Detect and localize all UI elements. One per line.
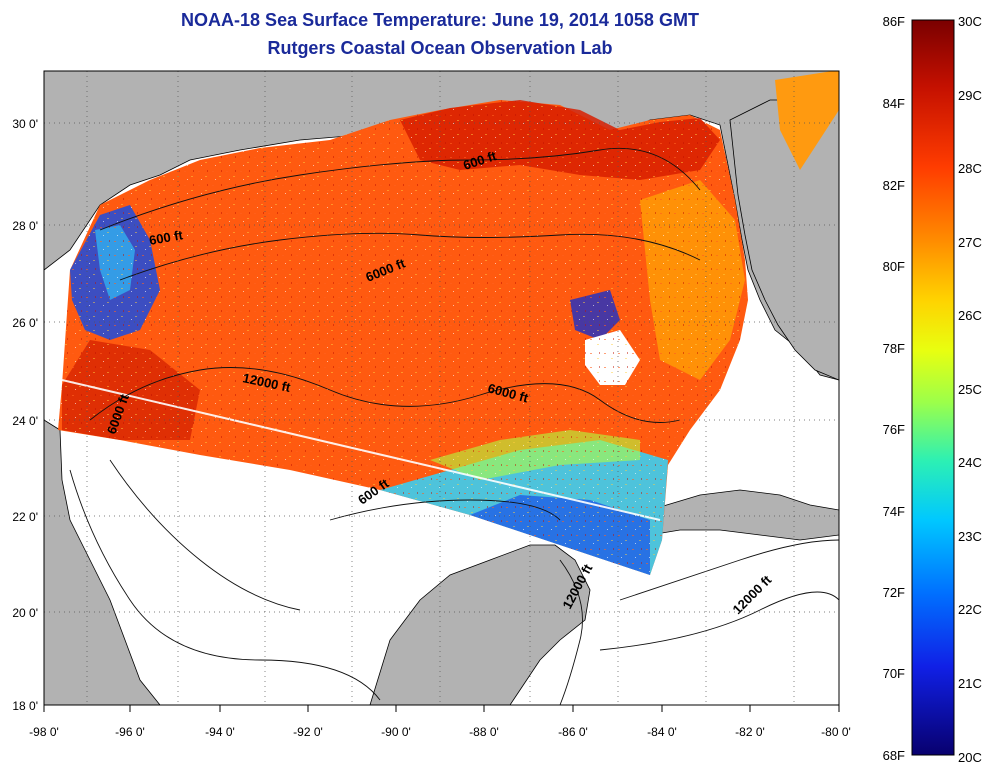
colorbar [911,19,955,756]
colorbar-c-label: 23C [958,529,982,544]
lon-tick-label: -90 0' [381,725,411,739]
colorbar-c-label: 27C [958,235,982,250]
colorbar-c-label: 20C [958,750,982,765]
map-area: 600 ft 600 ft 6000 ft 12000 ft 6000 ft 6… [44,71,839,705]
map-subtitle: Rutgers Coastal Ocean Observation Lab [267,38,613,58]
colorbar-c-label: 22C [958,602,982,617]
lat-tick-label: 28 0' [12,219,38,233]
graticule [44,71,839,705]
lon-tick-label: -86 0' [558,725,588,739]
colorbar-c-label: 24C [958,455,982,470]
lat-tick-label: 22 0' [12,510,38,524]
colorbar-f-label: 74F [883,504,905,519]
colorbar-c-label: 25C [958,382,982,397]
lon-tick-label: -84 0' [647,725,677,739]
sst-swath-corner [775,71,839,170]
colorbar-f-label: 72F [883,585,905,600]
colorbar-c-label: 29C [958,88,982,103]
lat-tick-label: 18 0' [12,699,38,713]
lon-tick-label: -92 0' [293,725,323,739]
lat-tick-label: 20 0' [12,606,38,620]
axis-ticks [43,705,840,712]
colorbar-f-label: 70F [883,666,905,681]
colorbar-f-label: 84F [883,96,905,111]
colorbar-f-label: 80F [883,259,905,274]
colorbar-f-label: 76F [883,422,905,437]
lon-tick-label: -82 0' [735,725,765,739]
colorbar-c-label: 26C [958,308,982,323]
lon-tick-label: -80 0' [821,725,851,739]
lon-tick-label: -94 0' [205,725,235,739]
colorbar-c-label: 21C [958,676,982,691]
map-frame [43,70,840,706]
colorbar-f-label: 68F [883,748,905,763]
colorbar-f-label: 82F [883,178,905,193]
mexico-land [44,419,161,705]
lon-tick-label: -96 0' [115,725,145,739]
map-title: NOAA-18 Sea Surface Temperature: June 19… [181,10,699,30]
contour-label: 600 ft [148,227,185,248]
lon-tick-label: -98 0' [29,725,59,739]
colorbar-f-label: 86F [883,14,905,29]
colorbar-f-label: 78F [883,341,905,356]
lat-tick-label: 26 0' [12,316,38,330]
lat-tick-label: 30 0' [12,117,38,131]
cuba-land [618,489,839,541]
lat-tick-label: 24 0' [12,414,38,428]
colorbar-c-label: 28C [958,161,982,176]
lon-tick-label: -88 0' [469,725,499,739]
yucatan-land [369,544,591,705]
bathymetry-contours [69,147,839,705]
colorbar-c-label: 30C [958,14,982,29]
